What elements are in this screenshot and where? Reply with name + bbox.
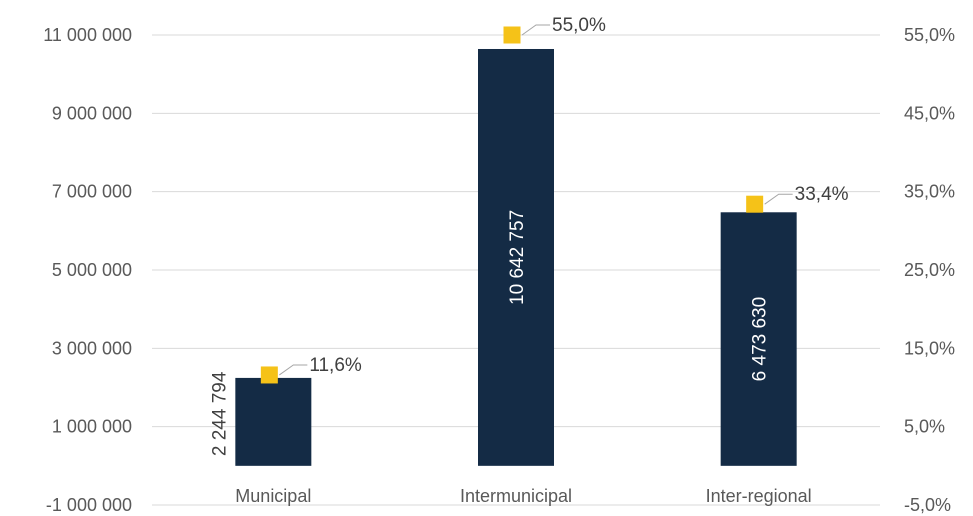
right-tick-label: 25,0% — [904, 260, 955, 280]
percent-data-label: 55,0% — [552, 15, 606, 36]
right-tick-label: 15,0% — [904, 338, 955, 358]
category-label: Inter-regional — [706, 486, 812, 506]
left-axis: 11 000 000 9 000 000 7 000 000 5 000 000 3 0… — [43, 25, 132, 515]
category-axis: Municipal Intermunicipal Inter-regional — [235, 486, 811, 506]
right-tick-label: 55,0% — [904, 25, 955, 45]
left-tick-label: 7 000 000 — [52, 182, 132, 202]
percent-series: 11,6% 55,0% 33,4% — [260, 15, 849, 384]
bar — [478, 48, 554, 466]
percent-marker — [260, 366, 278, 384]
left-tick-label: 5 000 000 — [52, 260, 132, 280]
right-axis: 55,0% 45,0% 35,0% 25,0% 15,0% 5,0% -5,0% — [904, 25, 955, 515]
left-tick-label: 11 000 000 — [43, 25, 132, 45]
bar-data-label: 10 642 757 — [507, 210, 528, 305]
category-label: Intermunicipal — [460, 486, 572, 506]
bar — [720, 212, 797, 466]
percent-data-label: 33,4% — [795, 184, 849, 205]
bar-data-label: 6 473 630 — [750, 297, 771, 382]
percent-data-label: 11,6% — [309, 355, 362, 376]
left-tick-label: -1 000 000 — [46, 495, 132, 515]
left-tick-label: 1 000 000 — [52, 417, 132, 437]
leader-line — [764, 193, 793, 205]
bar-data-label: 2 244 794 — [209, 371, 230, 456]
leader-line — [279, 364, 308, 376]
left-tick-label: 3 000 000 — [52, 338, 132, 358]
bar — [235, 377, 312, 466]
right-tick-label: 45,0% — [904, 103, 955, 123]
right-tick-label: 35,0% — [904, 182, 955, 202]
percent-marker — [746, 195, 764, 213]
right-tick-label: -5,0% — [904, 495, 951, 515]
category-label: Municipal — [235, 486, 311, 506]
percent-marker — [503, 26, 521, 44]
left-tick-label: 9 000 000 — [52, 103, 132, 123]
leader-line — [521, 24, 550, 36]
right-tick-label: 5,0% — [904, 417, 945, 437]
bar-series: 2 244 794 10 642 757 6 473 630 — [209, 48, 797, 466]
